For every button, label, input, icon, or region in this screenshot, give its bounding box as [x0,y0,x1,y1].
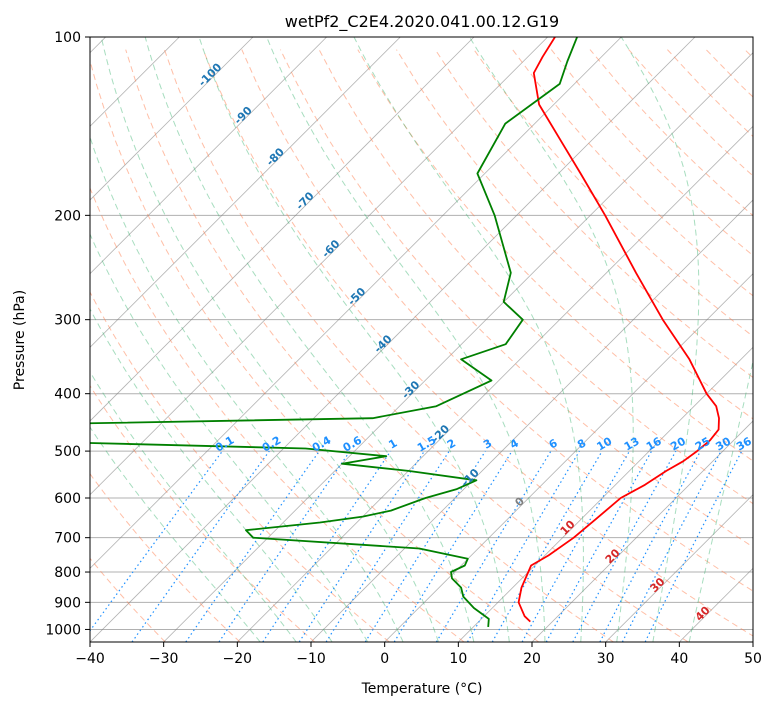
mixing-ratio-line [218,450,351,642]
isotherm-line [90,37,622,569]
mixing-ratio-line [262,450,392,642]
mixing-ratio-line [572,450,677,642]
temperature-profile-line [517,37,720,623]
x-tick-label: 40 [670,651,688,667]
y-tick-label: 400 [54,387,81,403]
x-tick-label: 0 [380,651,389,667]
mixing-ratio-line [599,450,702,642]
x-tick-label: −10 [296,651,326,667]
isotherm-line [531,420,753,642]
y-tick-label: 500 [54,444,81,460]
dry-adiabat [90,384,316,642]
chart-title: wetPf2_C2E4.2020.041.00.12.G19 [285,12,559,32]
dry-adiabat [318,49,753,505]
x-tick-label: −30 [149,651,179,667]
moist-adiabat [688,358,753,642]
dry-adiabat [125,49,614,642]
moist-adiabat [353,37,584,642]
x-tick-label: −20 [223,651,253,667]
dry-adiabat [357,49,753,462]
x-tick-label: 30 [597,651,615,667]
moist-adiabat [266,37,546,642]
plot-frame [89,36,754,643]
mixing-ratio-line [435,450,552,642]
y-axis: 100 200 300 400 500 600 700 800 900 1000 [45,30,90,638]
mixing-ratio-line [466,450,580,642]
dry-adiabat [90,58,540,642]
y-tick-label: 200 [54,208,81,224]
series-layer [90,37,720,627]
isotherm-line [90,37,548,496]
y-tick-label: 300 [54,313,81,329]
y-tick-label: 600 [54,491,81,507]
x-tick-label: 50 [744,651,762,667]
x-tick-label: −40 [75,651,105,667]
isotherm-line [458,346,753,642]
x-axis-label: Temperature (°C) [361,681,483,697]
isotherm-line [237,125,753,642]
dry-adiabat [90,291,390,642]
dry-adiabat [396,49,753,420]
mixing-ratio-line [298,450,425,642]
dry-adiabat [163,49,689,642]
dewpoint-profile-line [90,37,578,627]
isotherm-line [752,641,753,642]
y-tick-label: 800 [54,565,81,581]
dry-adiabat [90,186,465,642]
moist-adiabat [144,37,475,642]
x-tick-label: 20 [523,651,541,667]
y-axis-label: Pressure (hPa) [12,290,28,390]
isotherm-line [605,494,753,642]
background-lines [90,37,753,642]
plot-background [90,37,753,642]
mixing-ratio-line [185,450,320,642]
isotherm-line [90,37,254,201]
moist-adiabat [90,426,261,642]
x-axis: −40 −30 −20 −10 0 10 20 30 40 50 [75,642,762,667]
y-tick-label: 900 [54,595,81,611]
isotherm-line [90,37,401,348]
moist-adiabat [90,308,333,642]
isotherm-line [384,273,753,642]
moist-adiabat [90,135,404,642]
mixing-ratio-line [325,450,450,642]
isotherm-line [163,52,753,642]
isotherm-line [90,37,327,275]
moist-adiabat [198,37,510,642]
mixing-ratio-line [364,450,486,642]
isotherm-line [310,199,753,642]
moist-adiabat [100,37,439,642]
moist-adiabat [90,370,297,642]
y-tick-label: 700 [54,531,81,547]
y-tick-label: 1000 [45,622,81,638]
isotherm-line [90,37,475,422]
y-tick-label: 100 [54,30,81,46]
moist-adiabat [620,37,700,642]
mixing-ratio-line [393,450,513,642]
moist-adiabat [90,232,369,642]
isotherm-line [90,37,696,642]
x-tick-label: 10 [449,651,467,667]
